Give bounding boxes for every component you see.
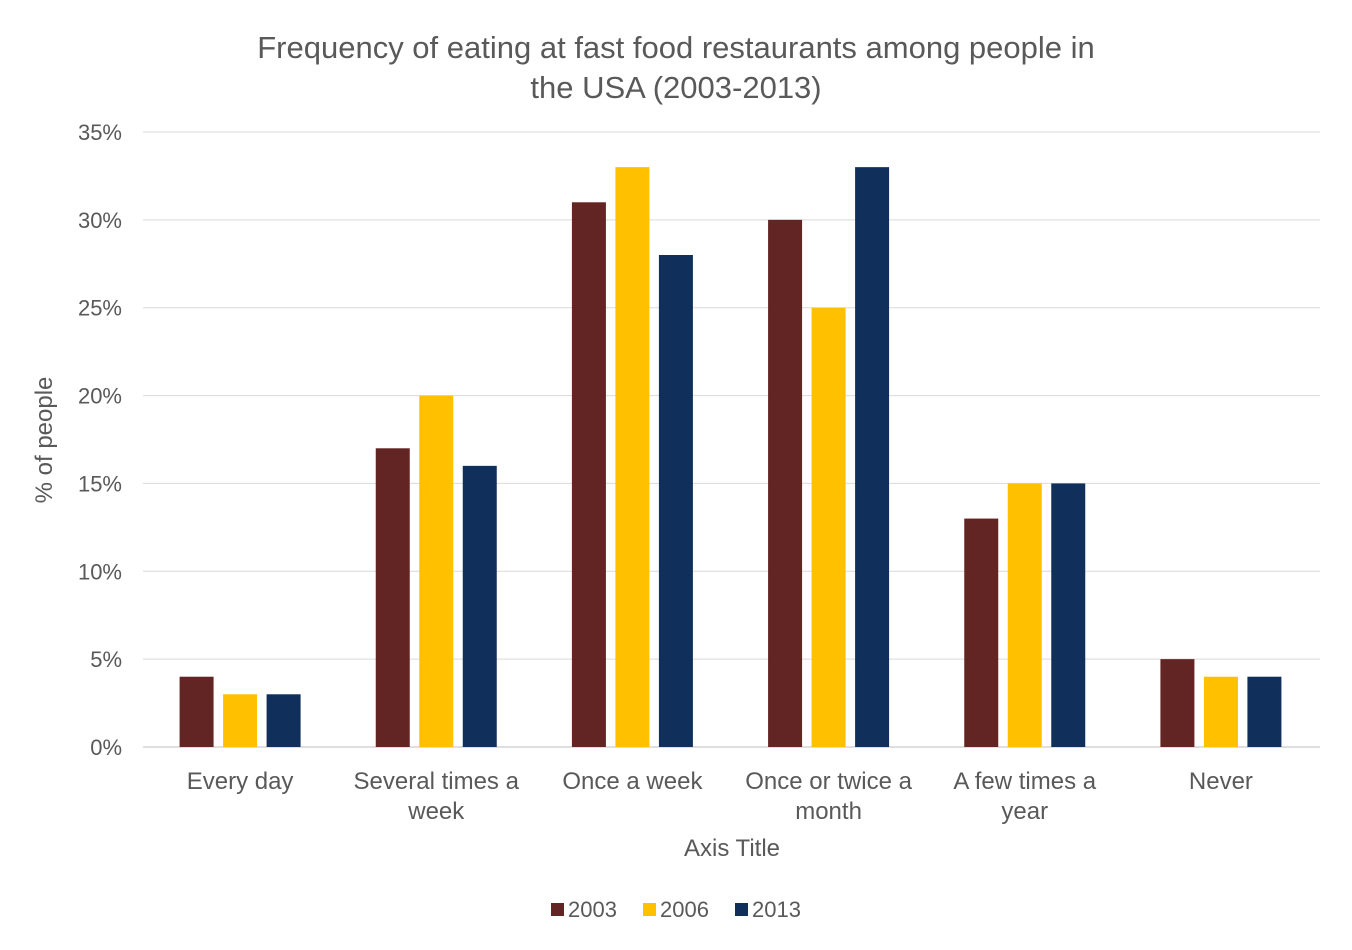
bar-2003 [571,202,606,748]
bar-2003 [768,219,803,747]
chart-title-line-2: the USA (2003-2013) [530,70,821,105]
y-axis-ticks: 0% 5% 10% 15% 20% 25% 30% 35% [78,120,122,760]
bar-2013 [266,694,301,747]
x-axis-ticks: Every day Several times a week Once a week O… [187,768,1253,825]
bar-2013 [1247,676,1282,747]
y-tick-label: 0% [90,735,122,760]
legend-swatch-2006 [643,903,656,916]
y-tick-label: 20% [78,384,122,409]
bar-2006 [615,167,650,748]
bar-2006 [1203,676,1238,747]
bar-2003 [964,518,999,747]
gridlines [143,131,1320,748]
bar-2003 [179,676,214,747]
x-tick-label: Once a week [562,768,703,795]
bar-2006 [1007,483,1042,747]
legend-label-2006: 2006 [660,897,709,922]
bar-2003 [375,448,410,747]
y-tick-label: 10% [78,559,122,584]
legend-label-2003: 2003 [568,897,617,922]
x-tick-label: year [1001,798,1048,825]
bar-2006 [223,694,258,747]
x-axis-title: Axis Title [684,835,780,862]
legend-swatch-2003 [551,903,564,916]
y-tick-label: 5% [90,647,122,672]
bar-2013 [658,255,693,747]
x-tick-label: Once or twice a [745,768,912,795]
x-tick-label: Every day [187,768,294,795]
y-tick-label: 25% [78,296,122,321]
x-tick-label: A few times a [953,768,1096,795]
bar-2013 [855,167,890,748]
bar-2003 [1160,659,1195,747]
bars [179,167,1282,748]
bar-2013 [462,465,497,747]
y-tick-label: 35% [78,120,122,145]
x-tick-label: week [407,798,465,825]
y-axis-title: % of people [31,377,58,504]
y-tick-label: 15% [78,471,122,496]
x-tick-label: Several times a [354,768,520,795]
bar-2013 [1051,483,1086,747]
legend-label-2013: 2013 [752,897,801,922]
legend-swatch-2013 [735,903,748,916]
y-tick-label: 30% [78,208,122,233]
bar-2006 [811,307,846,747]
x-tick-label: Never [1189,768,1253,795]
bar-2006 [419,395,454,747]
chart-title-line-1: Frequency of eating at fast food restaur… [257,30,1095,65]
legend: 2003 2006 2013 [551,897,801,922]
x-tick-label: month [795,798,862,825]
